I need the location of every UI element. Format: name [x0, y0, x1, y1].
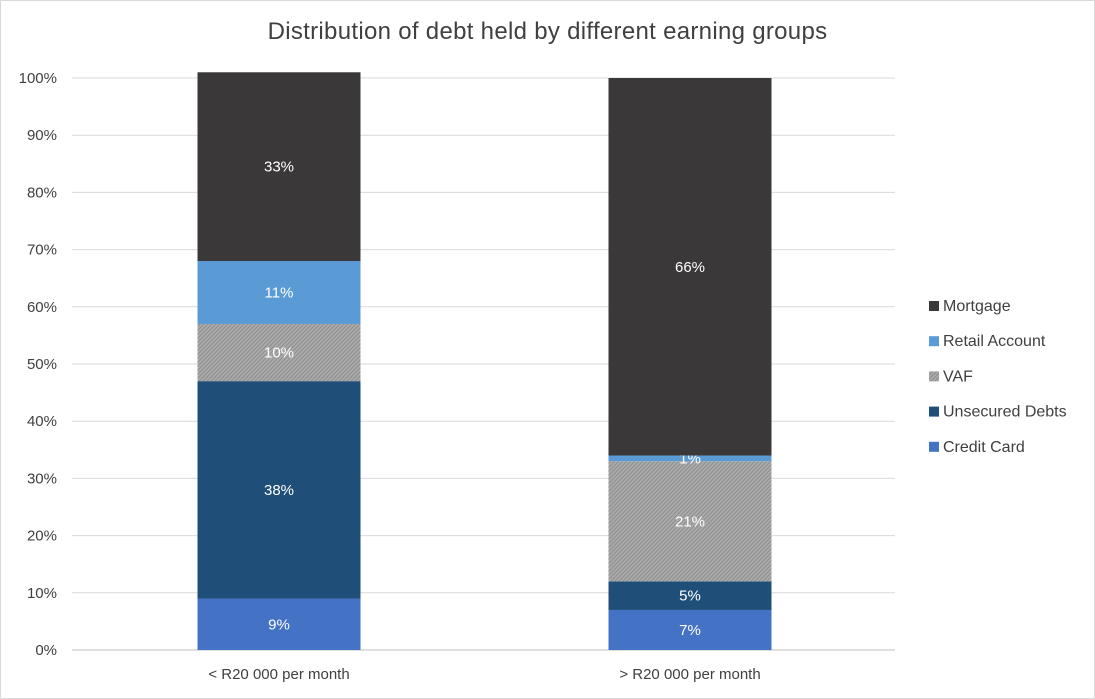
chart-title: Distribution of debt held by different e…	[267, 18, 828, 45]
bar-segment	[197, 261, 361, 324]
data-label: 38%	[264, 482, 294, 499]
y-tick-label: 30%	[27, 470, 57, 487]
bar-segment	[608, 78, 772, 456]
bar-segment	[608, 581, 772, 610]
legend-label: Retail Account	[943, 333, 1046, 350]
legend-label: VAF	[943, 368, 973, 385]
bar-segment	[608, 455, 772, 462]
legend-swatch	[929, 406, 939, 417]
y-tick-label: 60%	[27, 299, 57, 316]
legend-label: Credit Card	[943, 439, 1025, 456]
y-tick-label: 40%	[27, 413, 57, 430]
bar-segment	[197, 381, 361, 599]
legend-swatch	[929, 301, 939, 311]
bar-segment	[608, 609, 772, 650]
data-label: 66%	[675, 259, 705, 276]
y-tick-label: 70%	[27, 242, 57, 259]
data-label: 21%	[675, 513, 705, 530]
x-tick-label: < R20 000 per month	[208, 666, 349, 683]
y-tick-label: 90%	[27, 127, 57, 144]
y-tick-label: 50%	[27, 356, 57, 373]
data-label: 10%	[264, 345, 294, 362]
bar-segment	[197, 598, 361, 650]
data-label: 7%	[679, 622, 701, 639]
legend-swatch	[929, 336, 939, 347]
y-tick-label: 80%	[27, 184, 57, 201]
legend-label: Mortgage	[943, 298, 1011, 315]
y-tick-label: 20%	[27, 528, 57, 545]
y-tick-label: 100%	[19, 70, 57, 87]
data-label: 5%	[679, 588, 701, 605]
legend-swatch	[929, 371, 939, 382]
bar-segment	[197, 323, 361, 382]
data-label: 9%	[268, 616, 290, 633]
bar-segment	[197, 72, 361, 262]
y-tick-label: 0%	[35, 642, 57, 659]
x-tick-label: > R20 000 per month	[619, 666, 760, 683]
legend-swatch	[929, 441, 939, 452]
y-tick-label: 10%	[27, 585, 57, 602]
bar-segment	[608, 461, 772, 582]
data-label: 11%	[265, 285, 294, 302]
data-label: 33%	[264, 159, 294, 176]
legend-label: Unsecured Debts	[943, 404, 1067, 421]
